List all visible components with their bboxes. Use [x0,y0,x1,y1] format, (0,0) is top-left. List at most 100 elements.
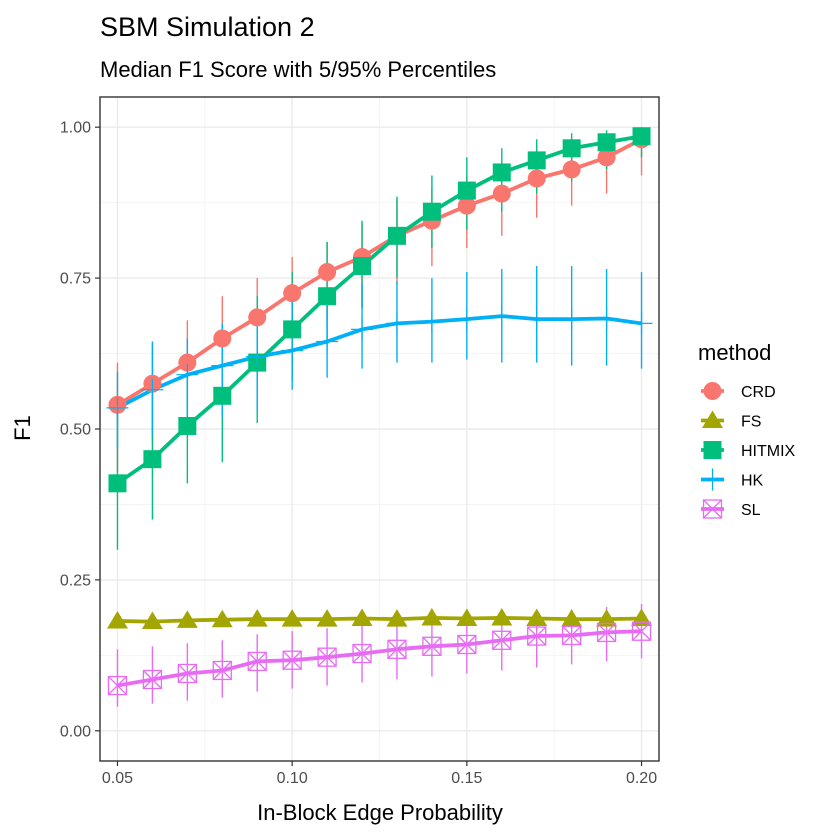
legend-key-marker-crd [703,382,722,400]
square-cross-diag2 [492,630,512,650]
circle-marker [492,184,511,203]
circle-marker [318,263,337,282]
crd-line [116,137,643,407]
hitmix-line [116,134,642,485]
crd-point [283,284,302,303]
sl-point [492,630,512,650]
hk-point [176,363,199,386]
triangle-marker [386,609,408,627]
hk-point [525,308,548,331]
triangle-marker [702,410,723,428]
fs-point [246,609,268,627]
circle-marker [213,329,232,348]
legend-key-marker-hitmix [703,441,722,459]
square-marker [108,474,127,493]
square-marker [143,450,162,469]
sl-point [422,636,442,656]
hitmix-point [143,450,162,469]
circle-marker [178,353,197,372]
crd-point [213,329,232,348]
square-cross-diag2 [562,625,582,645]
hitmix-point [457,181,476,200]
sl-point [631,621,652,641]
square-marker [457,181,476,200]
fs-point [316,609,338,627]
hk-point [141,378,164,401]
legend-items: CRD FS HITMIX HK SL [701,382,796,519]
sl-point [282,650,302,670]
legend-key-marker-sl [702,499,723,519]
square-cross-box [387,639,407,659]
triangle-marker [141,611,163,630]
circle-marker [597,148,616,167]
triangle-marker [351,608,373,627]
hitmix-point [422,202,441,221]
fs-point [176,610,198,628]
fs-point [141,611,163,630]
hitmix-point [632,127,651,146]
square-marker [353,257,372,276]
circle-marker [248,308,267,327]
crd-point [248,308,267,327]
triangle-marker [561,609,583,627]
hk-point [211,354,234,377]
hk-point [595,307,618,330]
triangle-marker [596,609,618,627]
legend-label-hitmix: HITMIX [741,443,796,460]
crd-point [318,263,337,282]
triangle-marker [491,607,513,626]
square-cross-box [457,634,477,655]
series-points [106,127,653,696]
hitmix-point [387,226,406,245]
legend-item-sl: SL [701,499,761,519]
square-cross-box [107,675,128,696]
square-cross-diag2 [177,664,197,683]
hk-point [630,312,653,335]
sl-point [212,660,232,681]
circle-marker [283,284,302,303]
square-cross-diag2 [247,651,267,671]
fs-point [421,607,443,626]
sl-point [107,675,128,696]
sl-point [387,639,407,659]
y-tick-label: 0.50 [60,422,91,439]
square-cross-diag2 [352,644,372,664]
hk-point [106,396,129,419]
circle-marker [457,196,476,215]
fs-point [561,609,583,627]
sl-point [317,647,337,667]
x-tick-label: 0.20 [626,770,657,787]
square-marker [632,127,651,146]
hitmix-point [108,474,127,493]
chart-subtitle: Median F1 Score with 5/95% Percentiles [100,57,496,82]
sl-point [247,651,267,672]
fs-point [211,609,233,628]
legend-item-fs: FS [701,410,761,431]
fs-point [386,609,408,627]
hitmix-point [213,386,232,405]
hk-point [455,308,478,331]
square-cross-box [177,663,197,684]
square-cross-box [212,660,232,681]
sl-point [142,669,163,690]
sl-point [352,643,372,664]
legend-item-hitmix: HITMIX [701,441,796,460]
square-cross-box [631,621,652,641]
square-marker [178,416,197,435]
sl-point [457,634,477,655]
legend-item-hk: HK [701,468,764,491]
triangle-marker [281,609,303,627]
crd-point [527,169,546,188]
circle-marker [562,160,581,179]
triangle-marker [106,610,128,629]
square-marker [597,133,616,152]
sl-point [177,663,197,684]
legend-label-crd: CRD [741,384,776,401]
square-cross-box [352,643,372,664]
legend: method CRD FS HITMIX HK SL [698,340,796,519]
legend-key-marker-hk [701,468,724,491]
fs-point [351,608,373,627]
crd-point [562,160,581,179]
fs-point [106,610,128,629]
y-tick-label: 1.00 [60,120,91,137]
